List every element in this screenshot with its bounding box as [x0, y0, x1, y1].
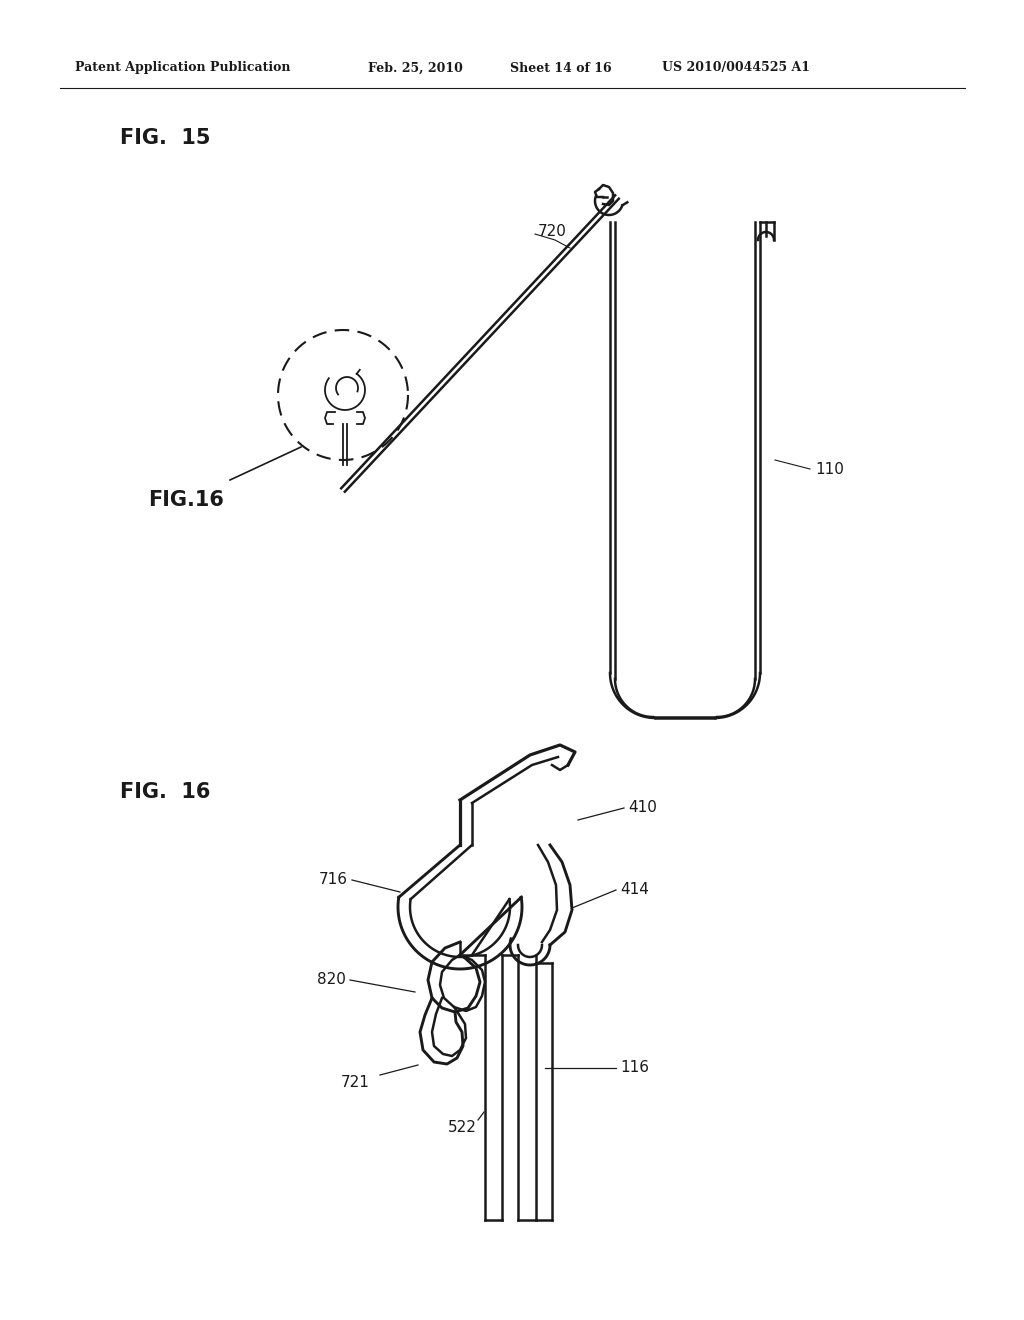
Text: 410: 410	[628, 800, 656, 816]
Text: Patent Application Publication: Patent Application Publication	[75, 62, 291, 74]
Text: 716: 716	[319, 873, 348, 887]
Text: 721: 721	[341, 1074, 370, 1090]
Text: Sheet 14 of 16: Sheet 14 of 16	[510, 62, 611, 74]
Text: FIG.16: FIG.16	[148, 490, 224, 510]
Text: FIG.  15: FIG. 15	[120, 128, 211, 148]
Text: US 2010/0044525 A1: US 2010/0044525 A1	[662, 62, 810, 74]
Text: 820: 820	[317, 973, 346, 987]
Text: 414: 414	[620, 883, 649, 898]
Text: Feb. 25, 2010: Feb. 25, 2010	[368, 62, 463, 74]
Text: 522: 522	[447, 1119, 476, 1135]
Text: 116: 116	[620, 1060, 649, 1076]
Text: FIG.  16: FIG. 16	[120, 781, 210, 803]
Text: 720: 720	[538, 224, 567, 239]
Text: 110: 110	[815, 462, 844, 478]
